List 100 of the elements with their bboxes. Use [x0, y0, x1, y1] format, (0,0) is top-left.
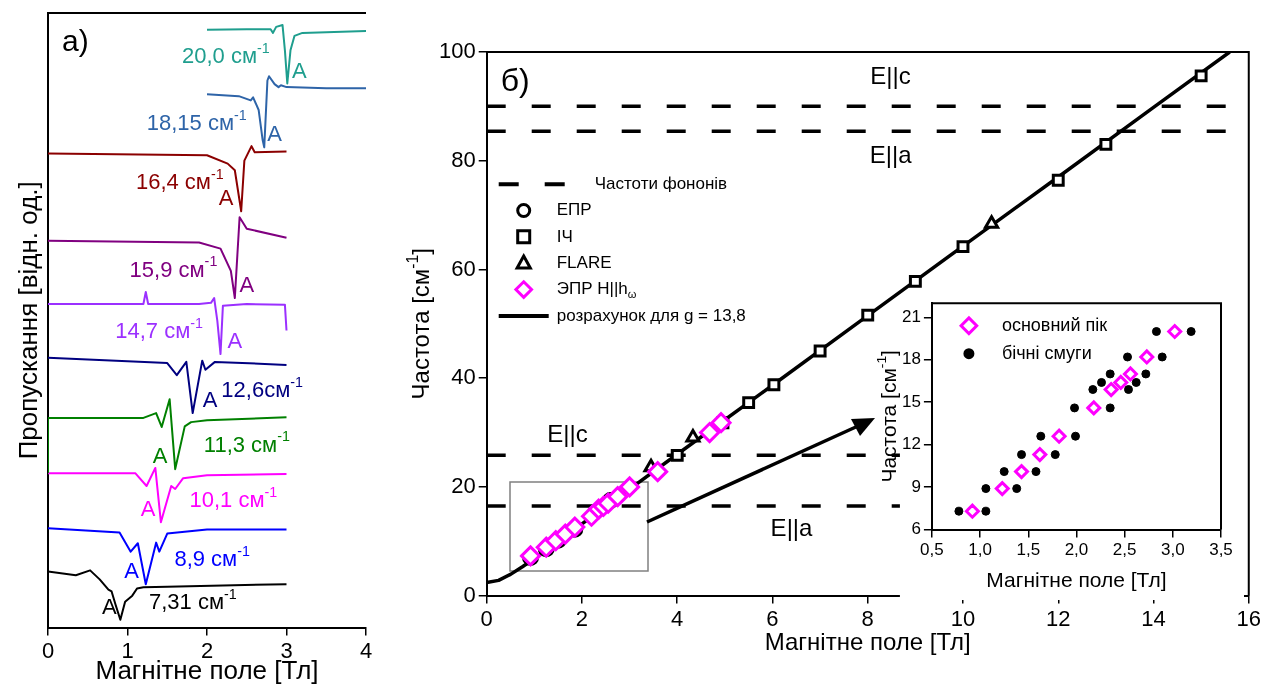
point	[1131, 377, 1141, 387]
point	[670, 448, 684, 462]
point	[1070, 431, 1080, 441]
point	[607, 486, 629, 508]
x-tick-label: 8	[861, 605, 874, 631]
x-axis-title: Магнітне поле [Тл]	[986, 568, 1167, 592]
annotation: A	[124, 558, 140, 584]
point	[520, 545, 542, 567]
point	[1050, 450, 1060, 460]
annotation: A	[152, 443, 168, 469]
x-tick-label: 2,0	[1064, 540, 1089, 560]
point	[1017, 450, 1027, 460]
point	[1070, 403, 1080, 413]
point	[1139, 349, 1155, 365]
legend-label: ІЧ	[556, 226, 573, 246]
point	[964, 503, 980, 519]
point	[1088, 385, 1098, 395]
point	[908, 274, 922, 288]
x-tick-label: 0,5	[920, 540, 944, 560]
legend-label: розрахунок для g = 13,8	[556, 305, 746, 325]
annotation: E||c	[870, 61, 911, 89]
x-tick-label: 1,0	[968, 540, 992, 560]
point	[984, 215, 1000, 229]
annotation: а)	[62, 24, 89, 58]
point	[742, 396, 756, 410]
point	[1032, 447, 1048, 463]
y-tick-label: 18	[901, 349, 921, 369]
point	[1099, 137, 1113, 151]
annotation: E||a	[770, 513, 814, 541]
y-tick-label: 60	[451, 255, 476, 281]
legend-label: ЕПР	[556, 200, 592, 220]
point	[1123, 385, 1133, 395]
point	[1194, 69, 1208, 83]
x-tick-label: 2,5	[1112, 540, 1137, 560]
point	[1141, 369, 1151, 379]
point	[999, 467, 1009, 477]
y-tick-label: 12	[901, 434, 921, 454]
point	[981, 484, 991, 494]
x-tick-label: 2	[575, 605, 589, 631]
point	[710, 412, 732, 434]
y-tick-label: 21	[901, 307, 921, 327]
point	[1086, 400, 1102, 416]
x-axis-title: Магнітне поле [Тл]	[764, 628, 971, 656]
point	[1186, 327, 1196, 336]
annotation: A	[239, 272, 255, 298]
point	[699, 422, 721, 444]
point	[1103, 382, 1119, 398]
point	[994, 481, 1010, 497]
legend-label: Частоти фононів	[594, 173, 728, 193]
y-tick-label: 0	[463, 581, 476, 607]
y-tick-label: 80	[451, 146, 476, 172]
point	[954, 506, 964, 516]
point	[1122, 366, 1138, 382]
annotation: A	[227, 328, 243, 354]
point	[1012, 484, 1022, 494]
point	[1151, 327, 1161, 336]
point	[1157, 352, 1167, 362]
point	[647, 461, 669, 483]
y-tick-label: 9	[911, 476, 921, 496]
point	[619, 476, 641, 498]
point	[564, 516, 586, 538]
y-tick-label: 20	[451, 472, 476, 498]
x-tick-label: 0	[41, 637, 55, 663]
x-tick-label: 12	[1046, 605, 1071, 631]
x-tick-label: 2	[200, 637, 214, 663]
point	[685, 428, 701, 443]
legend-label: FLARE	[556, 252, 612, 272]
annotation: A	[140, 496, 156, 522]
x-tick-label: 6	[766, 605, 779, 631]
point	[1036, 431, 1046, 441]
x-tick-label: 14	[1141, 605, 1166, 631]
point	[767, 378, 781, 392]
y-axis-title: Пропускання [відн. од.]	[13, 181, 44, 460]
annotation: A	[101, 593, 117, 619]
point	[956, 240, 970, 254]
point	[861, 308, 875, 322]
y-axis-title: Частота [см-1]	[403, 248, 435, 400]
point	[1105, 369, 1115, 379]
point	[1167, 324, 1183, 339]
y-tick-label: 40	[451, 364, 476, 390]
y-tick-label: 100	[438, 38, 476, 64]
legend-label: основний пік	[1001, 314, 1108, 335]
point	[813, 344, 827, 358]
x-tick-label: 4	[671, 605, 684, 631]
annotation: A	[291, 57, 307, 83]
point	[1031, 467, 1041, 477]
point	[1105, 403, 1115, 413]
point	[1097, 377, 1107, 387]
x-tick-label: 1,5	[1016, 540, 1041, 560]
x-tick-label: 16	[1236, 605, 1262, 631]
legend-label: бічні смуги	[1001, 342, 1092, 363]
annotation: б)	[500, 61, 530, 98]
annotation: E||c	[547, 420, 588, 448]
y-tick-label: 15	[901, 391, 921, 411]
x-tick-label: 4	[359, 637, 373, 663]
x-tick-label: 10	[950, 605, 976, 631]
point	[1051, 173, 1065, 187]
annotation: A	[218, 185, 234, 211]
x-tick-label: 3,0	[1161, 540, 1185, 560]
x-tick-label: 3,5	[1209, 540, 1233, 560]
